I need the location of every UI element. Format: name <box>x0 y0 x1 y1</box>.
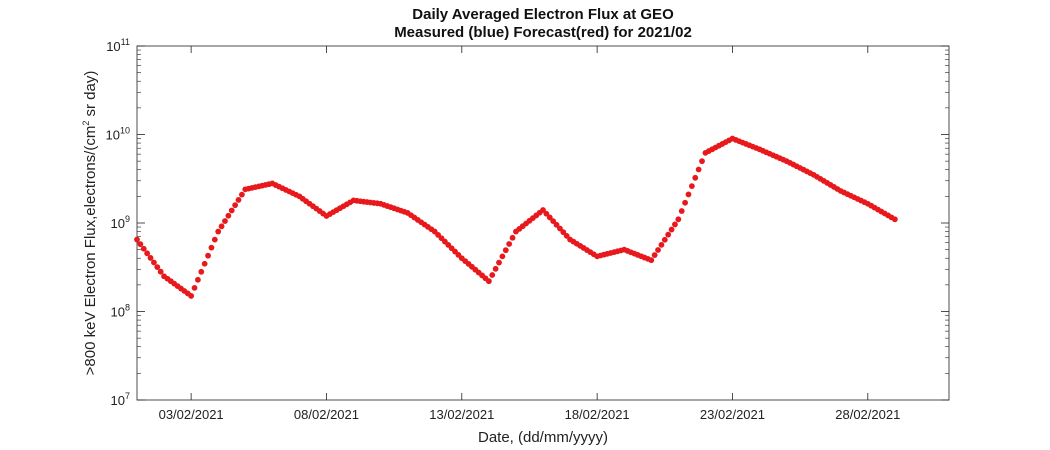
series-dot <box>144 250 151 257</box>
series-dot <box>682 199 688 206</box>
series-dot <box>201 260 208 267</box>
series-dot <box>665 231 672 238</box>
x-tick-label: 08/02/2021 <box>294 407 359 422</box>
data-point <box>134 236 140 243</box>
y-tick-label: 109 <box>111 214 130 231</box>
series-dot <box>137 241 144 248</box>
series-dot <box>151 259 157 266</box>
series-dot <box>232 202 239 209</box>
series-dot <box>546 214 553 221</box>
series-dot <box>543 210 550 217</box>
x-tick-label: 28/02/2021 <box>835 407 900 422</box>
series-dot <box>509 234 516 241</box>
data-point <box>485 278 492 285</box>
x-tick-label: 23/02/2021 <box>700 407 765 422</box>
data-point <box>540 207 546 213</box>
series-dot <box>222 218 228 224</box>
chart-title: Daily Averaged Electron Flux at GEO <box>412 6 674 23</box>
series-dot <box>563 232 570 239</box>
series-dot <box>678 208 685 214</box>
series-dot <box>557 225 563 232</box>
series-dot <box>550 218 557 225</box>
series-dot <box>499 253 506 260</box>
series-dot <box>692 174 699 181</box>
series-dot <box>228 207 235 214</box>
series-dot <box>688 183 695 190</box>
x-axis-label: Date, (dd/mm/yyyy) <box>478 429 608 446</box>
series-dot <box>655 247 661 253</box>
data-point <box>215 228 222 235</box>
series-dot <box>147 255 154 261</box>
series-dot <box>661 236 668 243</box>
series-points <box>134 135 898 299</box>
series-dot <box>658 241 665 248</box>
data-point <box>891 216 898 223</box>
series-dot <box>489 272 496 278</box>
series-dot <box>211 236 218 243</box>
series-dot <box>506 241 513 247</box>
chart-subtitle: Measured (blue) Forecast(red) for 2021/0… <box>394 24 692 41</box>
data-point <box>648 257 655 264</box>
series-dot <box>560 229 567 236</box>
series-dot <box>672 221 678 228</box>
data-point <box>675 216 682 223</box>
series-dot <box>553 221 560 228</box>
series-dot <box>191 284 198 291</box>
series-dot <box>238 191 245 198</box>
series-dot <box>695 166 702 173</box>
series-dot <box>208 244 215 251</box>
series-dot <box>140 245 147 252</box>
series-dot <box>205 252 211 259</box>
y-tick-label: 1011 <box>106 37 130 54</box>
x-tick-label: 03/02/2021 <box>159 407 224 422</box>
series-dot <box>198 268 205 275</box>
series-dot <box>699 158 705 165</box>
x-tick-label: 13/02/2021 <box>429 407 494 422</box>
series-dot <box>685 191 692 198</box>
plot-area <box>136 45 950 401</box>
series-dot <box>235 197 242 203</box>
x-tick-label: 18/02/2021 <box>565 407 630 422</box>
y-tick-label: 107 <box>111 391 130 408</box>
series-dot <box>651 252 658 258</box>
data-point <box>188 293 195 299</box>
series-dot <box>496 259 502 266</box>
series-dot <box>225 212 232 219</box>
series-dot <box>154 264 161 271</box>
series-dot <box>668 226 675 233</box>
y-tick-label: 1010 <box>106 126 130 143</box>
series-dot <box>157 268 164 275</box>
x-axis: 03/02/2021 08/02/2021 13/02/2021 18/02/2021… <box>159 46 900 422</box>
series-dot <box>195 276 201 283</box>
y-axis: 107 108 109 1010 1011 <box>106 37 949 408</box>
y-axis-label: >800 keV Electron Flux,electrons/(cm2 sr… <box>81 71 99 376</box>
series-dot <box>218 223 225 230</box>
y-tick-label: 108 <box>111 303 130 320</box>
series-dot <box>492 265 499 272</box>
series-dot <box>502 247 509 254</box>
